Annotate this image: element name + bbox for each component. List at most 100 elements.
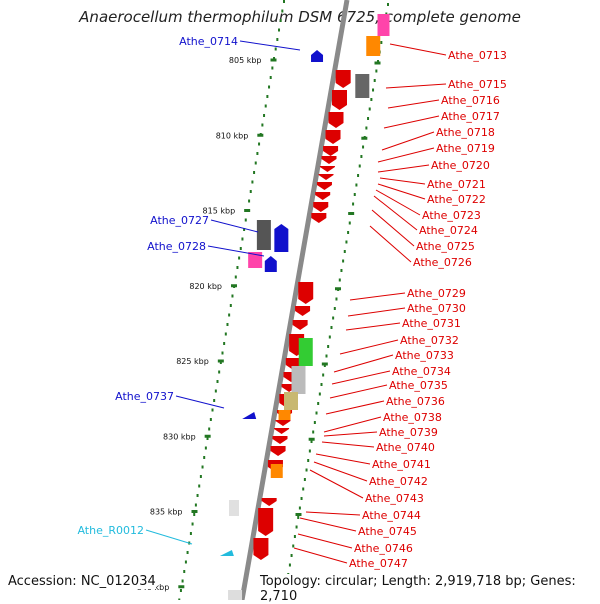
label-leader [305, 511, 361, 516]
gene-label-right: Athe_0718 [436, 126, 495, 139]
gene-box [256, 220, 271, 250]
ring-dot [178, 598, 181, 600]
ring-dot [228, 313, 231, 317]
ring-dot [256, 152, 259, 155]
gene-label-right: Athe_0747 [349, 557, 408, 570]
label-leader [329, 384, 388, 399]
ring-dot [263, 114, 266, 117]
gene-label-right: Athe_0733 [395, 349, 454, 362]
ring-dot [318, 392, 321, 396]
ring-dot [251, 180, 254, 184]
ring-dot [293, 535, 296, 538]
ring-dot [208, 427, 211, 431]
ring-dot [298, 506, 301, 510]
label-leader [379, 177, 426, 185]
ring-dot [353, 193, 356, 196]
gene-label-right: Athe_0741 [372, 458, 431, 471]
gene-box [248, 252, 263, 268]
ring-dot [269, 76, 272, 79]
gene-box [228, 590, 243, 600]
gene-label-right: Athe_0723 [422, 209, 481, 222]
ring-dot [211, 408, 214, 412]
kbp-tick [374, 61, 381, 65]
ring-dot [360, 155, 363, 158]
ring-dot [224, 332, 227, 336]
ring-dot [325, 354, 328, 358]
gene-label-left: Athe_R0012 [77, 524, 144, 537]
ring-dot [345, 240, 348, 244]
ring-dot [357, 174, 360, 177]
ring-dot [310, 440, 313, 443]
accession-text: Accession: NC_012034 [8, 574, 156, 589]
ring-dot [199, 475, 202, 478]
ring-dot [370, 98, 373, 101]
gene-label-left: Athe_0737 [115, 390, 174, 403]
gene-label-right: Athe_0719 [436, 142, 495, 155]
label-leader [339, 339, 399, 355]
gene-label-right: Athe_0736 [386, 395, 445, 408]
label-leader [345, 322, 401, 331]
label-leader [175, 395, 225, 409]
label-leader [387, 99, 440, 109]
label-leader [347, 307, 406, 317]
gene-label-right: Athe_0732 [400, 334, 459, 347]
ring-dot [266, 95, 269, 98]
kbp-label: 820 kbp [189, 282, 222, 291]
ring-dot [206, 437, 209, 440]
ring-dot [179, 589, 182, 592]
gene-label-right: Athe_0726 [413, 256, 472, 269]
reverse-gene [313, 202, 329, 212]
forward-gene [311, 50, 324, 62]
kbp-label: 830 kbp [163, 432, 196, 441]
reverse-gene [298, 282, 314, 304]
ring-dot [209, 418, 212, 421]
label-leader [377, 183, 426, 200]
ring-dot [308, 449, 311, 453]
reverse-gene [295, 306, 311, 316]
map-title: Anaerocellum thermophilum DSM 6725, comp… [79, 8, 521, 26]
gene-box [229, 500, 239, 516]
label-leader [297, 533, 353, 549]
ring-dot [281, 9, 284, 13]
label-leader [375, 189, 421, 216]
ring-dot [340, 269, 343, 272]
gene-label-right: Athe_0734 [392, 365, 451, 378]
ring-dot [249, 190, 252, 193]
gene-label-left: Athe_0727 [150, 214, 209, 227]
label-leader [321, 441, 375, 448]
ring-dot [223, 342, 226, 345]
kbp-tick [230, 284, 237, 288]
ring-dot [290, 554, 293, 557]
ring-dot [362, 145, 365, 149]
kbp-tick [295, 513, 302, 516]
ring-dot [335, 297, 338, 301]
ring-dot [231, 294, 234, 298]
gene-label-right: Athe_0731 [402, 317, 461, 330]
ring-dot [355, 183, 358, 187]
ring-dot [278, 28, 281, 32]
ring-dot [253, 171, 256, 174]
label-leader [315, 453, 371, 465]
reverse-gene [319, 166, 335, 172]
gene-label-right: Athe_0725 [416, 240, 475, 253]
gene-label-right: Athe_0745 [358, 525, 417, 538]
gene-label-right: Athe_0742 [369, 475, 428, 488]
ring-dot [307, 459, 310, 462]
ring-dot [305, 468, 308, 472]
label-leader [239, 40, 301, 51]
gene-label-right: Athe_0735 [389, 379, 448, 392]
ring-dot [372, 88, 375, 92]
reverse-gene [318, 174, 334, 180]
kbp-label: 825 kbp [176, 357, 209, 366]
label-leader [371, 209, 415, 247]
ring-dot [248, 199, 251, 203]
ring-dot [313, 421, 316, 424]
gene-box [291, 366, 306, 394]
label-leader [389, 43, 447, 56]
ring-dot [297, 516, 300, 519]
label-leader [210, 219, 259, 233]
label-leader [333, 354, 394, 373]
gene-label-right: Athe_0724 [419, 224, 478, 237]
ring-dot [333, 307, 336, 310]
